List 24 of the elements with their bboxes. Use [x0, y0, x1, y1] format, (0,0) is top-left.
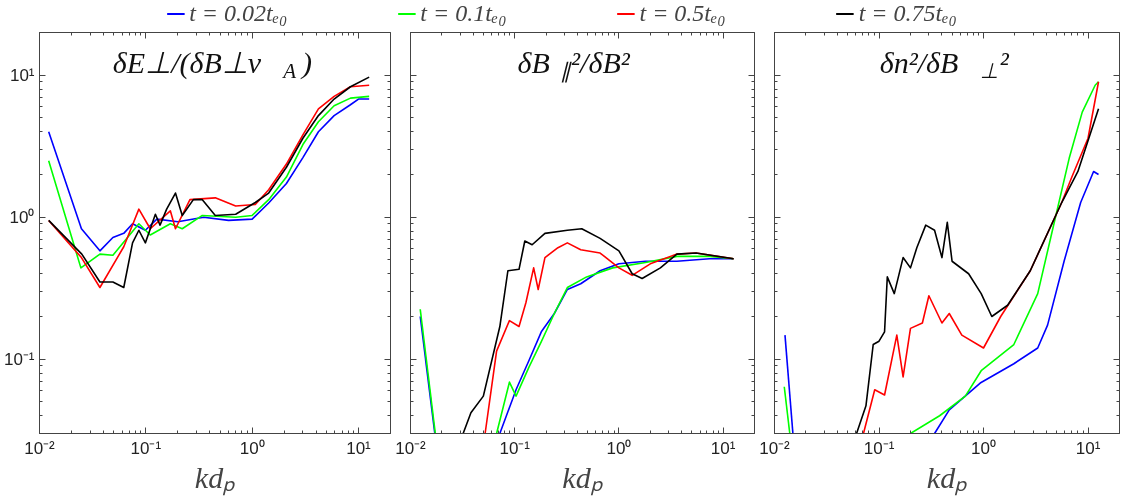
- x-tick-label: 10⁻¹: [130, 438, 162, 458]
- legend-label: t = 0.02tₑ₀: [189, 0, 288, 27]
- x-tick-label: 10¹: [710, 438, 736, 458]
- x-tick-label: 10⁻¹: [499, 438, 531, 458]
- x-axis-title: kdₚ: [562, 460, 604, 496]
- x-tick-label: 10¹: [346, 438, 372, 458]
- x-axis-title: kdₚ: [926, 460, 969, 496]
- x-tick-label: 10⁻¹: [863, 438, 895, 458]
- text: δn²/δB⊥²: [879, 45, 1010, 84]
- x-tick-label: 10⁻²: [395, 438, 427, 458]
- x-tick-label: 10¹: [1075, 438, 1101, 458]
- legend-label: t = 0.5tₑ₀: [639, 0, 726, 27]
- x-tick-label: 10⁻²: [24, 438, 56, 458]
- y-tick-label: 10¹: [9, 65, 35, 85]
- y-tick-label: 10⁰: [9, 207, 35, 227]
- x-axis-title: kdₚ: [194, 460, 237, 496]
- x-tick-label: 10⁰: [971, 438, 996, 458]
- x-tick-label: 10⁰: [239, 438, 265, 458]
- y-tick-label: 10⁻¹: [3, 349, 35, 369]
- x-tick-label: 10⁻²: [759, 438, 791, 458]
- text: δB∥²/δB²: [517, 45, 631, 84]
- x-tick-label: 10⁰: [606, 438, 632, 458]
- legend-label: t = 0.75tₑ₀: [858, 0, 957, 27]
- legend-label: t = 0.1tₑ₀: [420, 0, 507, 27]
